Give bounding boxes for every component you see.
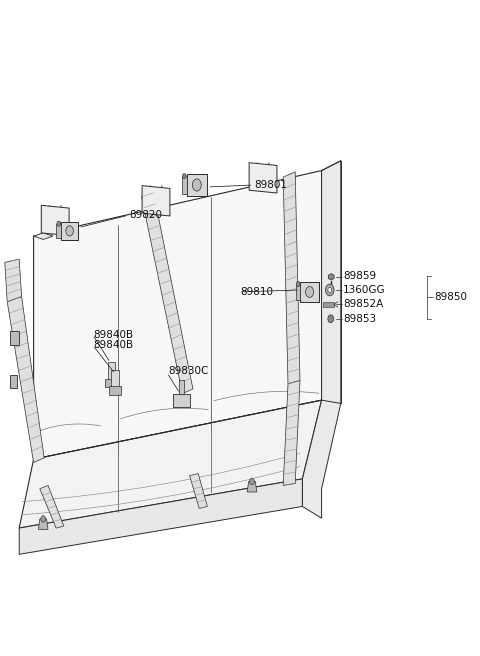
Circle shape — [328, 315, 334, 323]
Polygon shape — [10, 331, 19, 345]
Polygon shape — [173, 394, 190, 407]
Polygon shape — [247, 482, 257, 492]
Polygon shape — [109, 386, 121, 395]
Text: 89840B: 89840B — [94, 329, 134, 340]
Polygon shape — [57, 224, 61, 238]
Polygon shape — [5, 259, 22, 302]
Polygon shape — [182, 176, 187, 194]
Circle shape — [306, 287, 313, 297]
Polygon shape — [61, 222, 78, 240]
Circle shape — [328, 287, 332, 293]
Text: 89810: 89810 — [240, 287, 273, 297]
Polygon shape — [300, 282, 319, 302]
Text: 89801: 89801 — [254, 180, 288, 190]
Polygon shape — [34, 171, 322, 459]
Polygon shape — [187, 174, 207, 195]
Circle shape — [250, 478, 254, 485]
Circle shape — [192, 179, 201, 191]
Polygon shape — [38, 519, 48, 529]
Text: 89850: 89850 — [434, 291, 468, 302]
Polygon shape — [34, 233, 53, 239]
Polygon shape — [40, 485, 64, 528]
Polygon shape — [19, 400, 322, 528]
Polygon shape — [105, 379, 118, 387]
Polygon shape — [283, 172, 300, 384]
Text: 89830C: 89830C — [168, 365, 208, 376]
Text: 89859: 89859 — [343, 270, 376, 281]
Polygon shape — [142, 186, 170, 216]
Polygon shape — [108, 362, 115, 380]
Circle shape — [66, 226, 73, 236]
Polygon shape — [328, 274, 334, 280]
Polygon shape — [142, 193, 193, 394]
Circle shape — [325, 284, 334, 296]
Polygon shape — [41, 205, 69, 236]
Polygon shape — [111, 370, 119, 388]
Polygon shape — [190, 474, 207, 508]
Polygon shape — [7, 297, 44, 462]
Polygon shape — [323, 302, 334, 307]
Text: 1360GG: 1360GG — [343, 285, 386, 295]
Polygon shape — [10, 375, 17, 388]
Circle shape — [57, 221, 60, 226]
Text: 89852A: 89852A — [343, 299, 384, 310]
Polygon shape — [179, 380, 184, 394]
Circle shape — [41, 516, 46, 522]
Circle shape — [296, 281, 300, 287]
Polygon shape — [296, 284, 300, 300]
Text: 89820: 89820 — [130, 210, 163, 220]
Polygon shape — [302, 161, 341, 518]
Polygon shape — [283, 380, 300, 485]
Text: 89840B: 89840B — [94, 340, 134, 350]
Text: 89853: 89853 — [343, 314, 376, 324]
Circle shape — [182, 173, 186, 179]
Polygon shape — [19, 479, 302, 554]
Polygon shape — [249, 163, 277, 193]
